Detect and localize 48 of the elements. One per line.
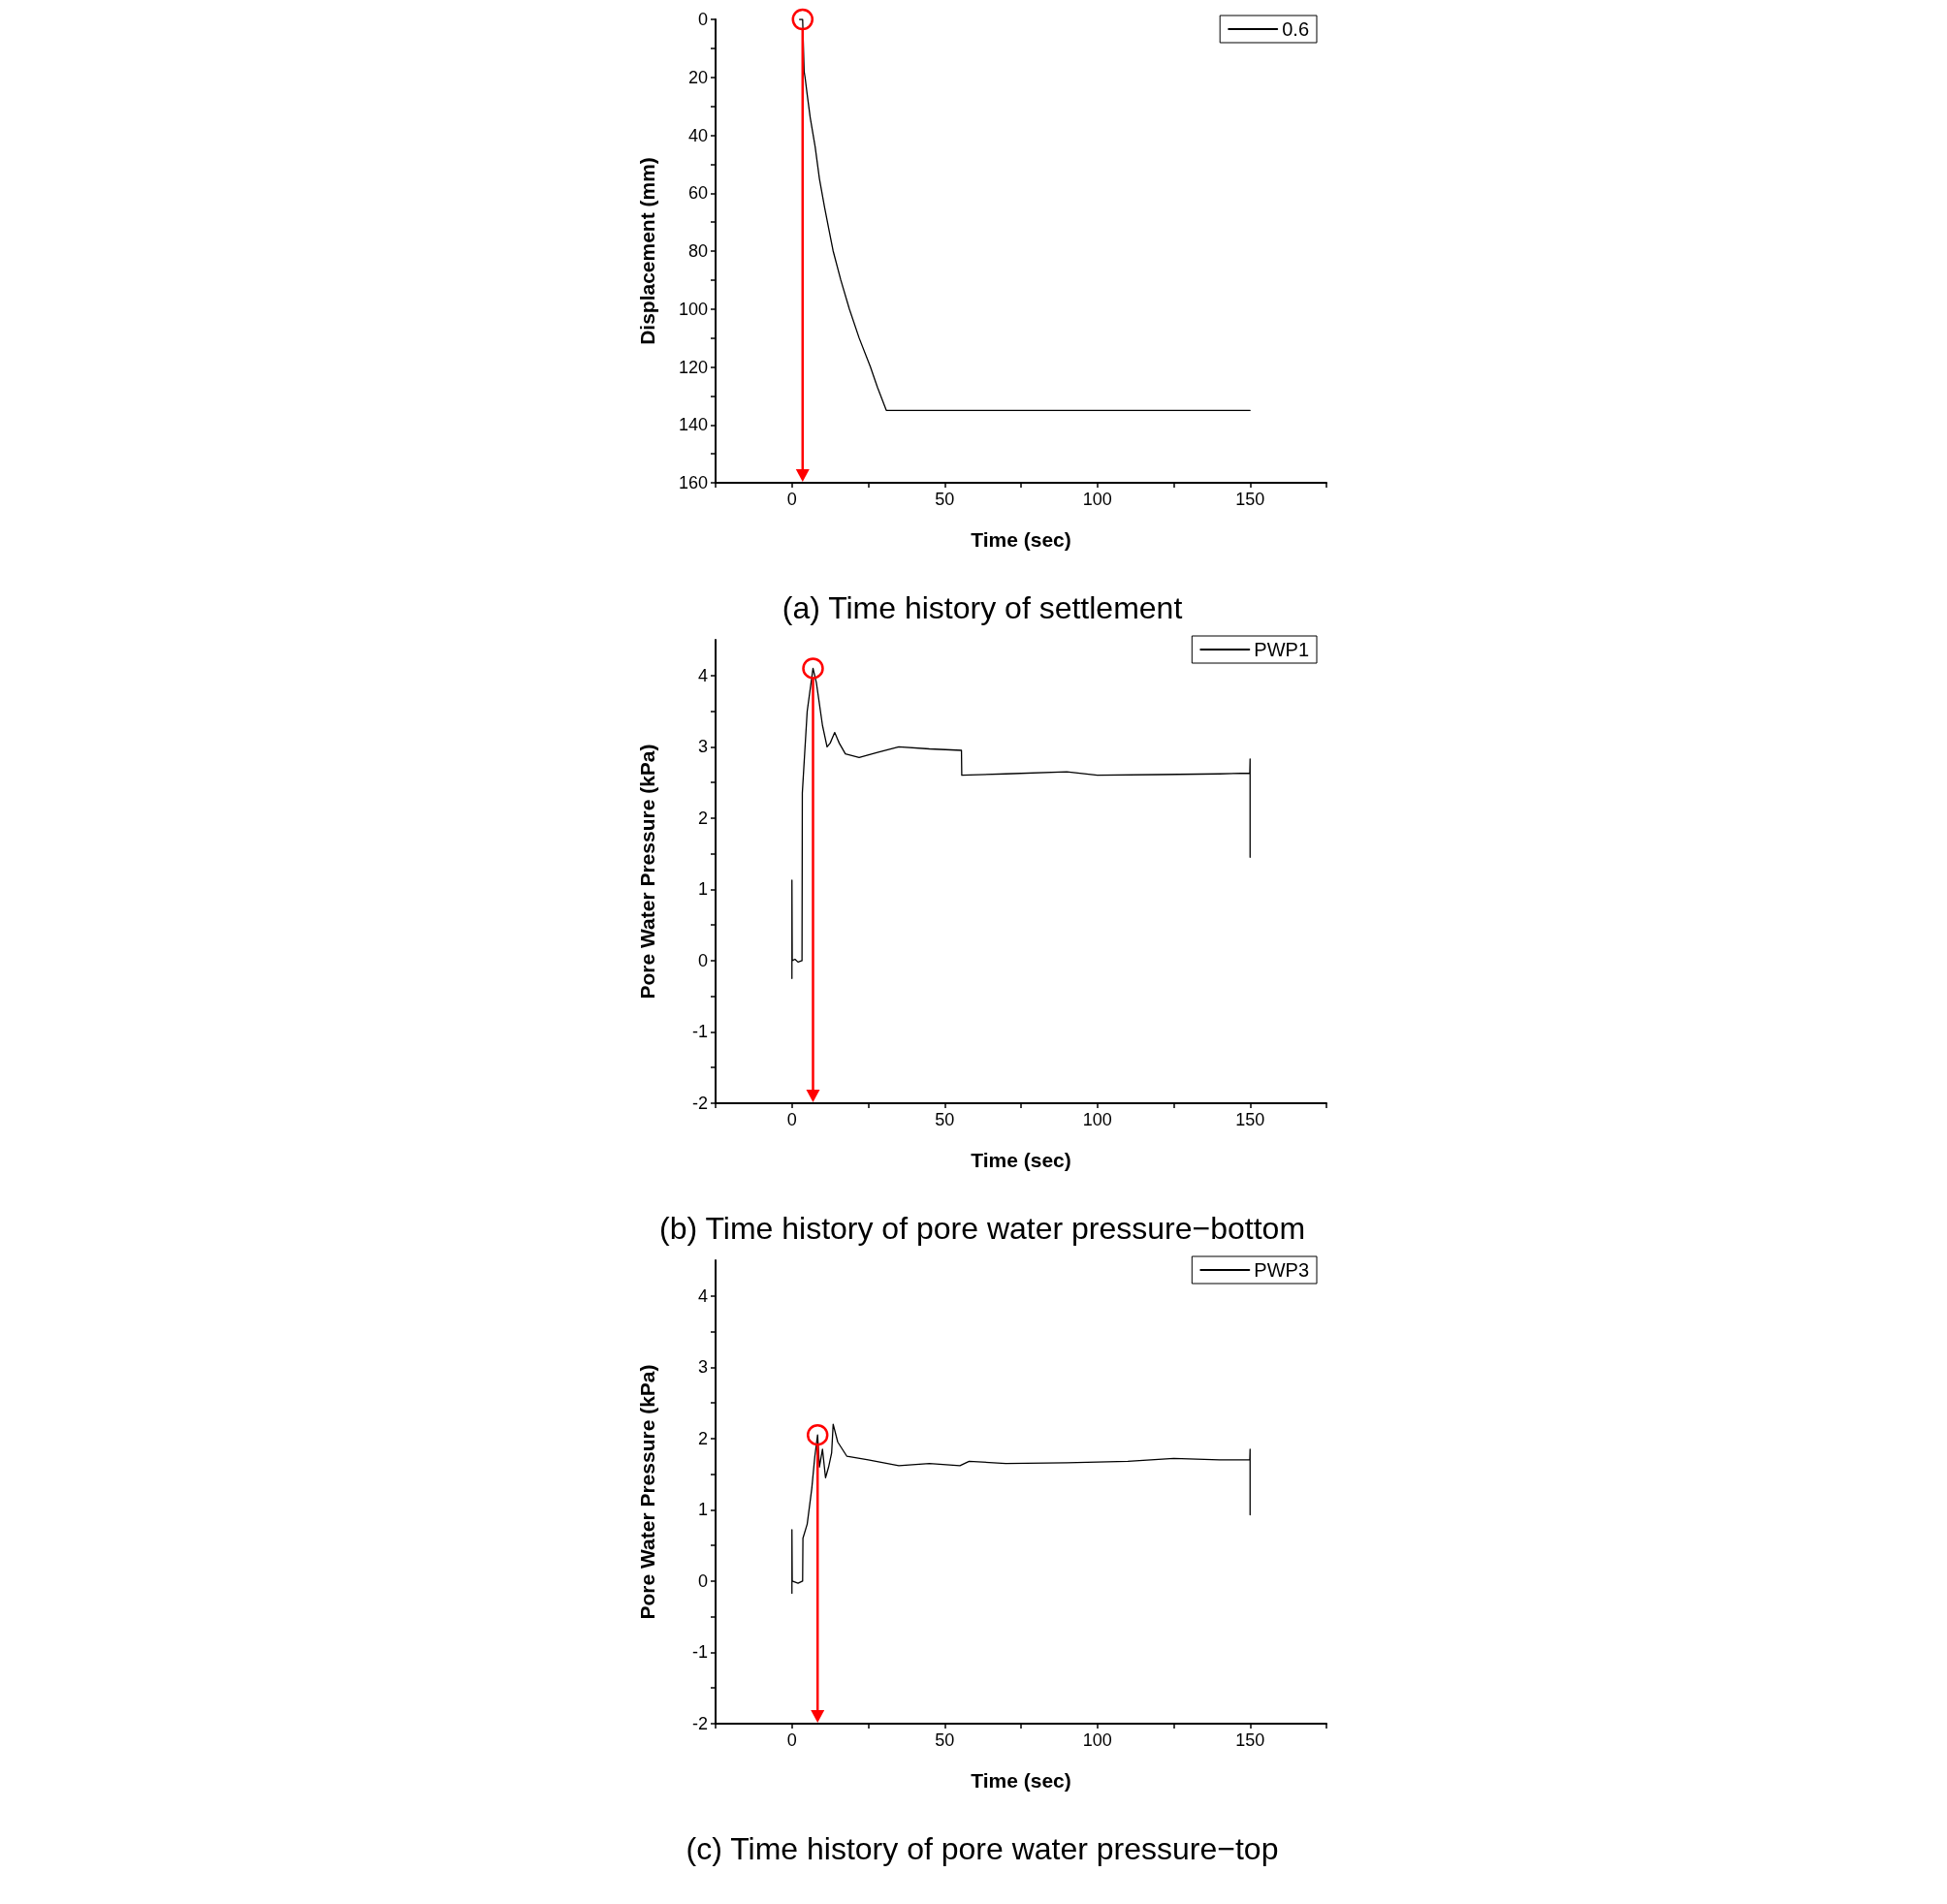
y-tick-label: 0 [697,10,708,29]
y-tick-label: 160 [678,473,708,492]
legend-label: 0.6 [1282,18,1310,40]
y-tick-label: 60 [687,183,708,204]
x-tick-label: 100 [1082,1110,1112,1129]
y-axis-title: Pore Water Pressure (kPa) [636,1364,658,1620]
x-axis-title: Time (sec) [971,528,1071,551]
y-tick-label: -2 [691,1714,708,1733]
x-axis-title: Time (sec) [971,1149,1071,1171]
y-tick-label: 1 [697,879,708,900]
x-tick-label: 150 [1235,490,1265,509]
y-axis-title: Displacement (mm) [636,157,658,345]
text: (b) Time history of pore water pressure−bottom [658,1211,1306,1246]
y-tick-label: 40 [687,125,708,145]
legend-label: PWP3 [1254,1259,1310,1281]
y-tick-label: 140 [678,415,708,435]
y-tick-label: 4 [697,665,708,685]
legend-label: PWP1 [1254,639,1310,660]
y-tick-label: -1 [691,1022,708,1042]
y-tick-label: 1 [697,1500,708,1520]
y-axis-title: Pore Water Pressure (kPa) [636,744,658,1000]
y-tick-label: 20 [687,67,708,87]
x-tick-label: 0 [786,1110,797,1129]
x-axis-title: Time (sec) [971,1769,1071,1792]
x-tick-label: 150 [1235,1110,1265,1129]
text: (c) Time history of pore water pressure−top [686,1831,1279,1866]
y-tick-label: 3 [697,737,708,757]
x-tick-label: 0 [786,1730,797,1750]
y-tick-label: 2 [697,808,708,828]
y-tick-label: 80 [687,241,708,261]
x-tick-label: 150 [1235,1730,1265,1750]
x-tick-label: 50 [935,490,955,509]
y-tick-label: 0 [697,1571,708,1591]
y-tick-label: 120 [678,357,708,377]
text: (a) Time history of settlement [782,590,1183,625]
y-tick-label: 0 [697,950,708,970]
y-tick-label: 4 [697,1285,708,1306]
line-series [791,1423,1251,1595]
y-tick-label: -1 [691,1642,708,1663]
x-tick-label: 50 [935,1110,955,1129]
x-tick-label: 0 [786,490,797,509]
y-tick-label: 100 [678,299,708,319]
y-tick-label: 2 [697,1428,708,1448]
y-tick-label: 3 [697,1357,708,1378]
x-tick-label: 50 [935,1730,955,1750]
x-tick-label: 100 [1082,1730,1112,1750]
x-tick-label: 100 [1082,490,1112,509]
y-tick-label: -2 [691,1094,708,1113]
